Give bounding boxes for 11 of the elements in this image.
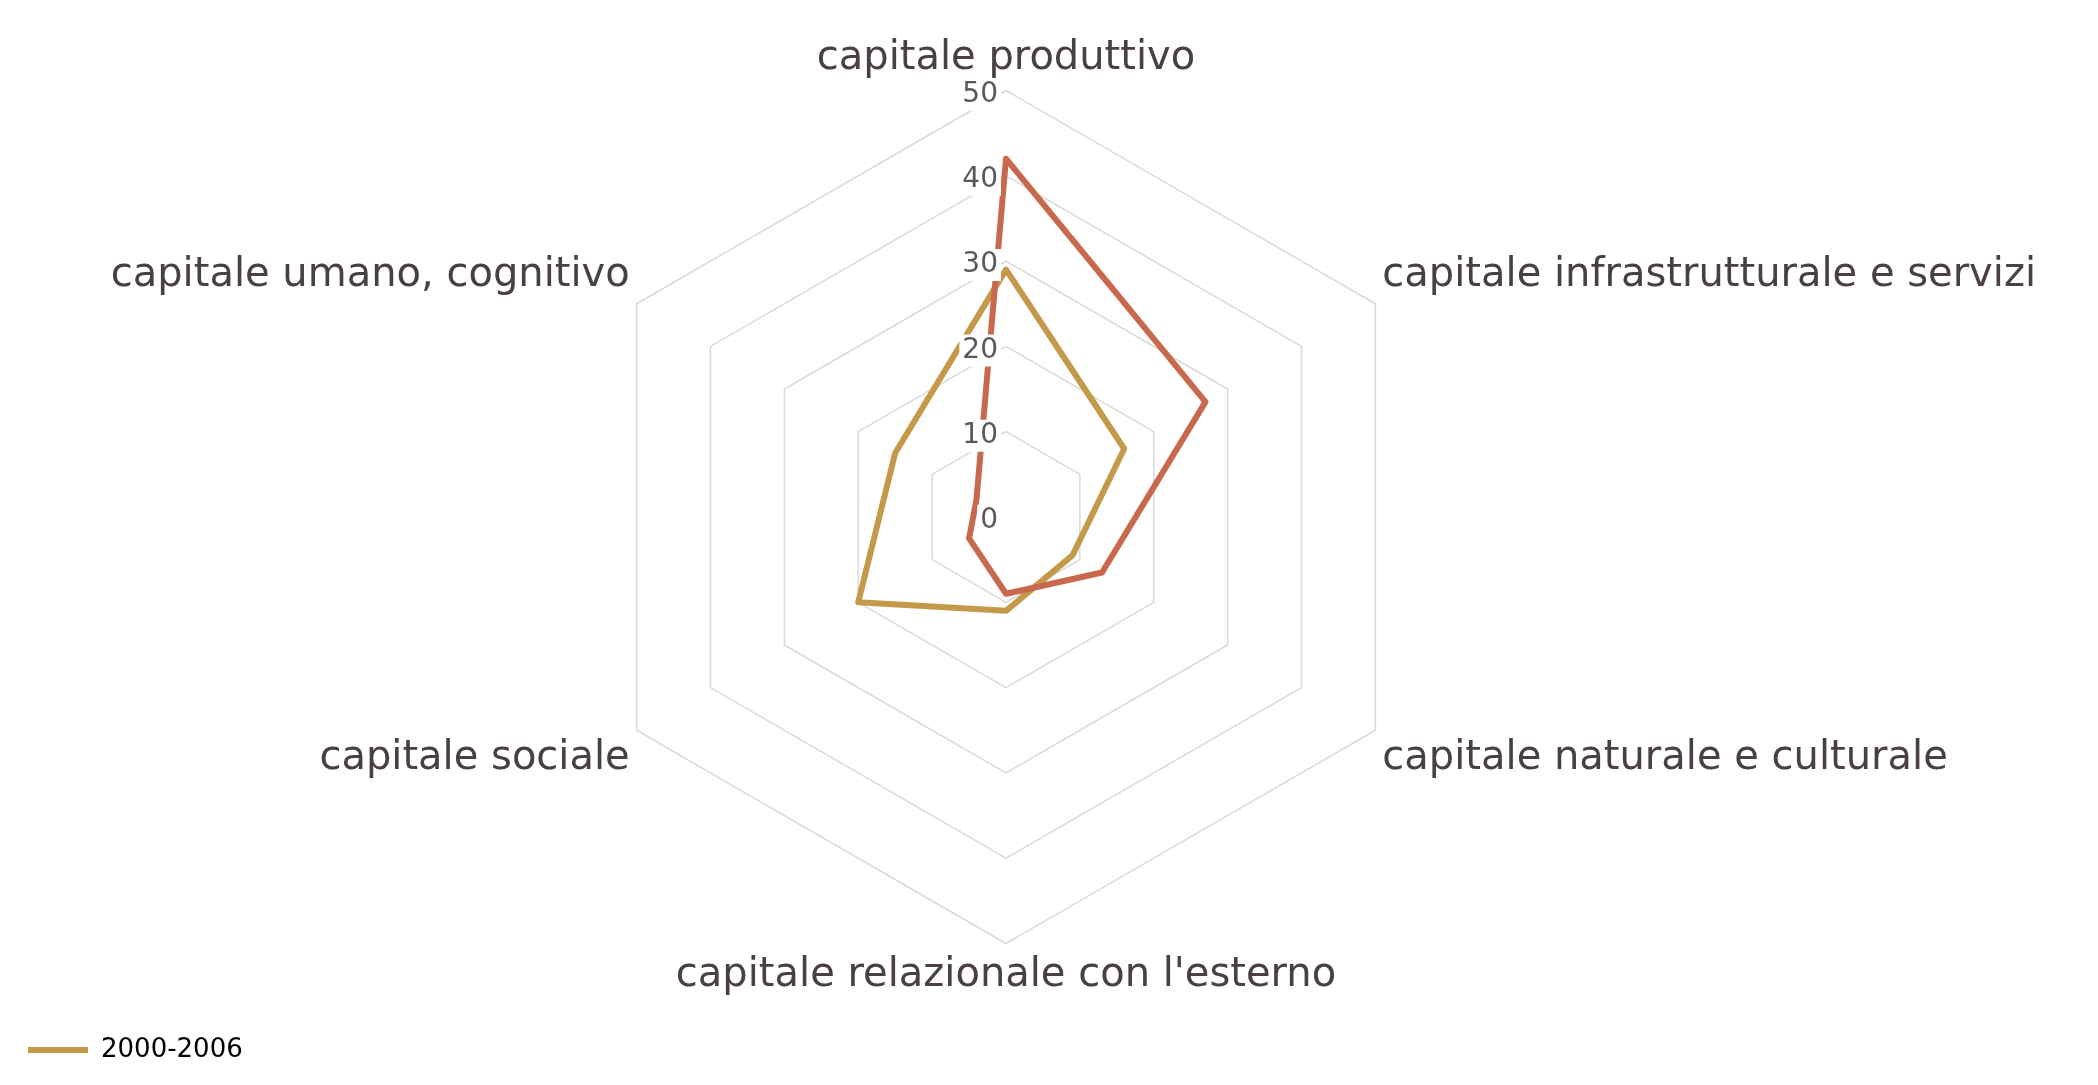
- spoke-label: capitale sociale: [319, 731, 630, 778]
- y-tick-label: 10: [962, 416, 998, 450]
- spoke-label: capitale naturale e culturale: [1382, 731, 1948, 778]
- y-tick-label: 40: [962, 161, 998, 195]
- spoke-label: capitale infrastrutturale e servizi: [1382, 249, 2037, 296]
- y-tick-label: 30: [962, 246, 998, 280]
- y-tick-label: 20: [962, 331, 998, 365]
- legend-label: 2000-2006: [101, 1032, 243, 1063]
- spoke-label: capitale umano, cognitivo: [110, 249, 630, 296]
- y-tick-label: 0: [980, 502, 998, 536]
- spoke-label: capitale relazionale con l'esterno: [675, 948, 1337, 995]
